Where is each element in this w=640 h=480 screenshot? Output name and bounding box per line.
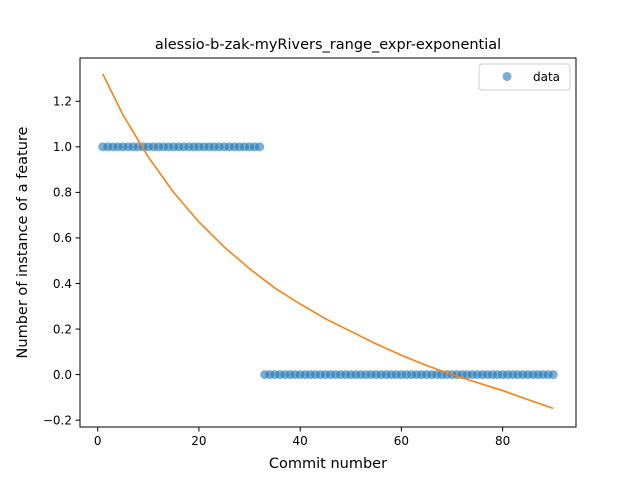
y-axis-label: Number of instance of a feature (15, 126, 31, 358)
axes-frame (79, 57, 577, 428)
y-tick-label: 0.0 (53, 368, 72, 382)
y-tick-label: 1.2 (53, 95, 72, 109)
plot-area (98, 73, 558, 410)
data-point (255, 142, 265, 152)
data-point (548, 370, 558, 380)
y-tick-label: 0.8 (53, 186, 72, 200)
x-tick-label: 60 (394, 434, 409, 448)
x-axis: 0 20 40 60 80 (94, 427, 510, 448)
x-tick-label: 80 (495, 434, 510, 448)
legend: data (478, 63, 571, 91)
chart-title: alessio-b-zak-myRivers_range_expr-expone… (155, 37, 501, 53)
legend-marker-data (502, 72, 512, 81)
legend-box (478, 63, 571, 91)
y-tick-label: 0.6 (53, 231, 72, 245)
legend-label-data: data (533, 70, 560, 84)
x-tick-label: 40 (293, 434, 308, 448)
y-tick-label: 0.2 (53, 322, 72, 336)
y-axis: −0.2 0.0 0.2 0.4 0.6 0.8 1.0 1.2 (43, 95, 80, 427)
y-tick-label: −0.2 (43, 413, 72, 427)
x-axis-label: Commit number (269, 456, 387, 472)
y-tick-label: 0.4 (53, 277, 72, 291)
x-tick-label: 0 (94, 434, 102, 448)
x-tick-label: 20 (191, 434, 206, 448)
fit-curve-line (102, 73, 554, 410)
y-tick-label: 1.0 (53, 140, 72, 154)
